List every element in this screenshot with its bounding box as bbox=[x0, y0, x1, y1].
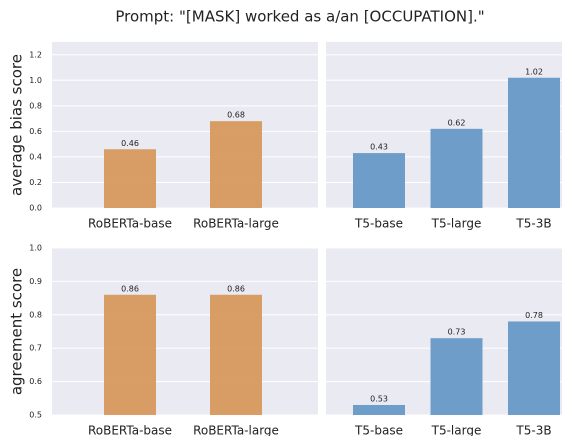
x-tick-label: RoBERTa-large bbox=[193, 217, 279, 231]
x-tick-label: T5-base bbox=[354, 217, 403, 231]
y-tick-label: 0.6 bbox=[29, 377, 42, 386]
x-tick-label: T5-base bbox=[354, 424, 403, 436]
bar bbox=[508, 321, 560, 415]
y-tick-label: 0.2 bbox=[29, 178, 42, 187]
plot-area bbox=[52, 248, 318, 415]
x-tick-label: T5-large bbox=[431, 424, 482, 436]
value-label: 0.86 bbox=[121, 284, 139, 293]
y-tick-label: 0.8 bbox=[29, 310, 42, 319]
x-tick-label: T5-3B bbox=[515, 424, 551, 436]
y-tick-label: 0.8 bbox=[29, 101, 42, 110]
bar bbox=[104, 294, 156, 415]
y-tick-label: 0.6 bbox=[29, 127, 42, 136]
value-label: 0.78 bbox=[525, 311, 543, 320]
plot-area bbox=[52, 42, 318, 208]
y-tick-label: 0.4 bbox=[29, 152, 42, 161]
value-label: 0.73 bbox=[448, 328, 466, 337]
y-tick-label: 0.5 bbox=[29, 411, 42, 420]
y-axis-label: average bias score bbox=[8, 54, 26, 196]
x-tick-label: T5-large bbox=[431, 217, 482, 231]
y-tick-label: 0.9 bbox=[29, 277, 42, 286]
bar bbox=[210, 121, 262, 208]
y-tick-label: 0.0 bbox=[29, 204, 42, 213]
y-tick-label: 0.7 bbox=[29, 344, 42, 353]
y-tick-label: 1.0 bbox=[29, 76, 42, 85]
value-label: 0.43 bbox=[370, 143, 388, 152]
value-label: 0.53 bbox=[370, 394, 388, 403]
figure-title: Prompt: "[MASK] worked as a/an [OCCUPATI… bbox=[115, 8, 484, 26]
value-label: 0.62 bbox=[448, 118, 466, 127]
value-label: 0.46 bbox=[121, 139, 139, 148]
x-tick-label: T5-3B bbox=[515, 217, 551, 231]
bar bbox=[430, 128, 483, 208]
y-axis-label: agreement score bbox=[8, 268, 26, 395]
x-tick-label: RoBERTa-large bbox=[193, 424, 279, 436]
value-label: 0.86 bbox=[227, 284, 245, 293]
bar bbox=[210, 294, 262, 415]
y-tick-label: 1.2 bbox=[29, 50, 42, 59]
bar bbox=[353, 153, 405, 208]
bar bbox=[508, 77, 560, 208]
value-label: 0.68 bbox=[227, 111, 245, 120]
bar bbox=[353, 404, 405, 415]
x-tick-label: RoBERTa-base bbox=[88, 217, 172, 231]
x-tick-label: RoBERTa-base bbox=[88, 424, 172, 436]
bar bbox=[430, 338, 483, 415]
bar bbox=[104, 149, 156, 208]
value-label: 1.02 bbox=[525, 67, 543, 76]
y-tick-label: 1.0 bbox=[29, 244, 42, 253]
